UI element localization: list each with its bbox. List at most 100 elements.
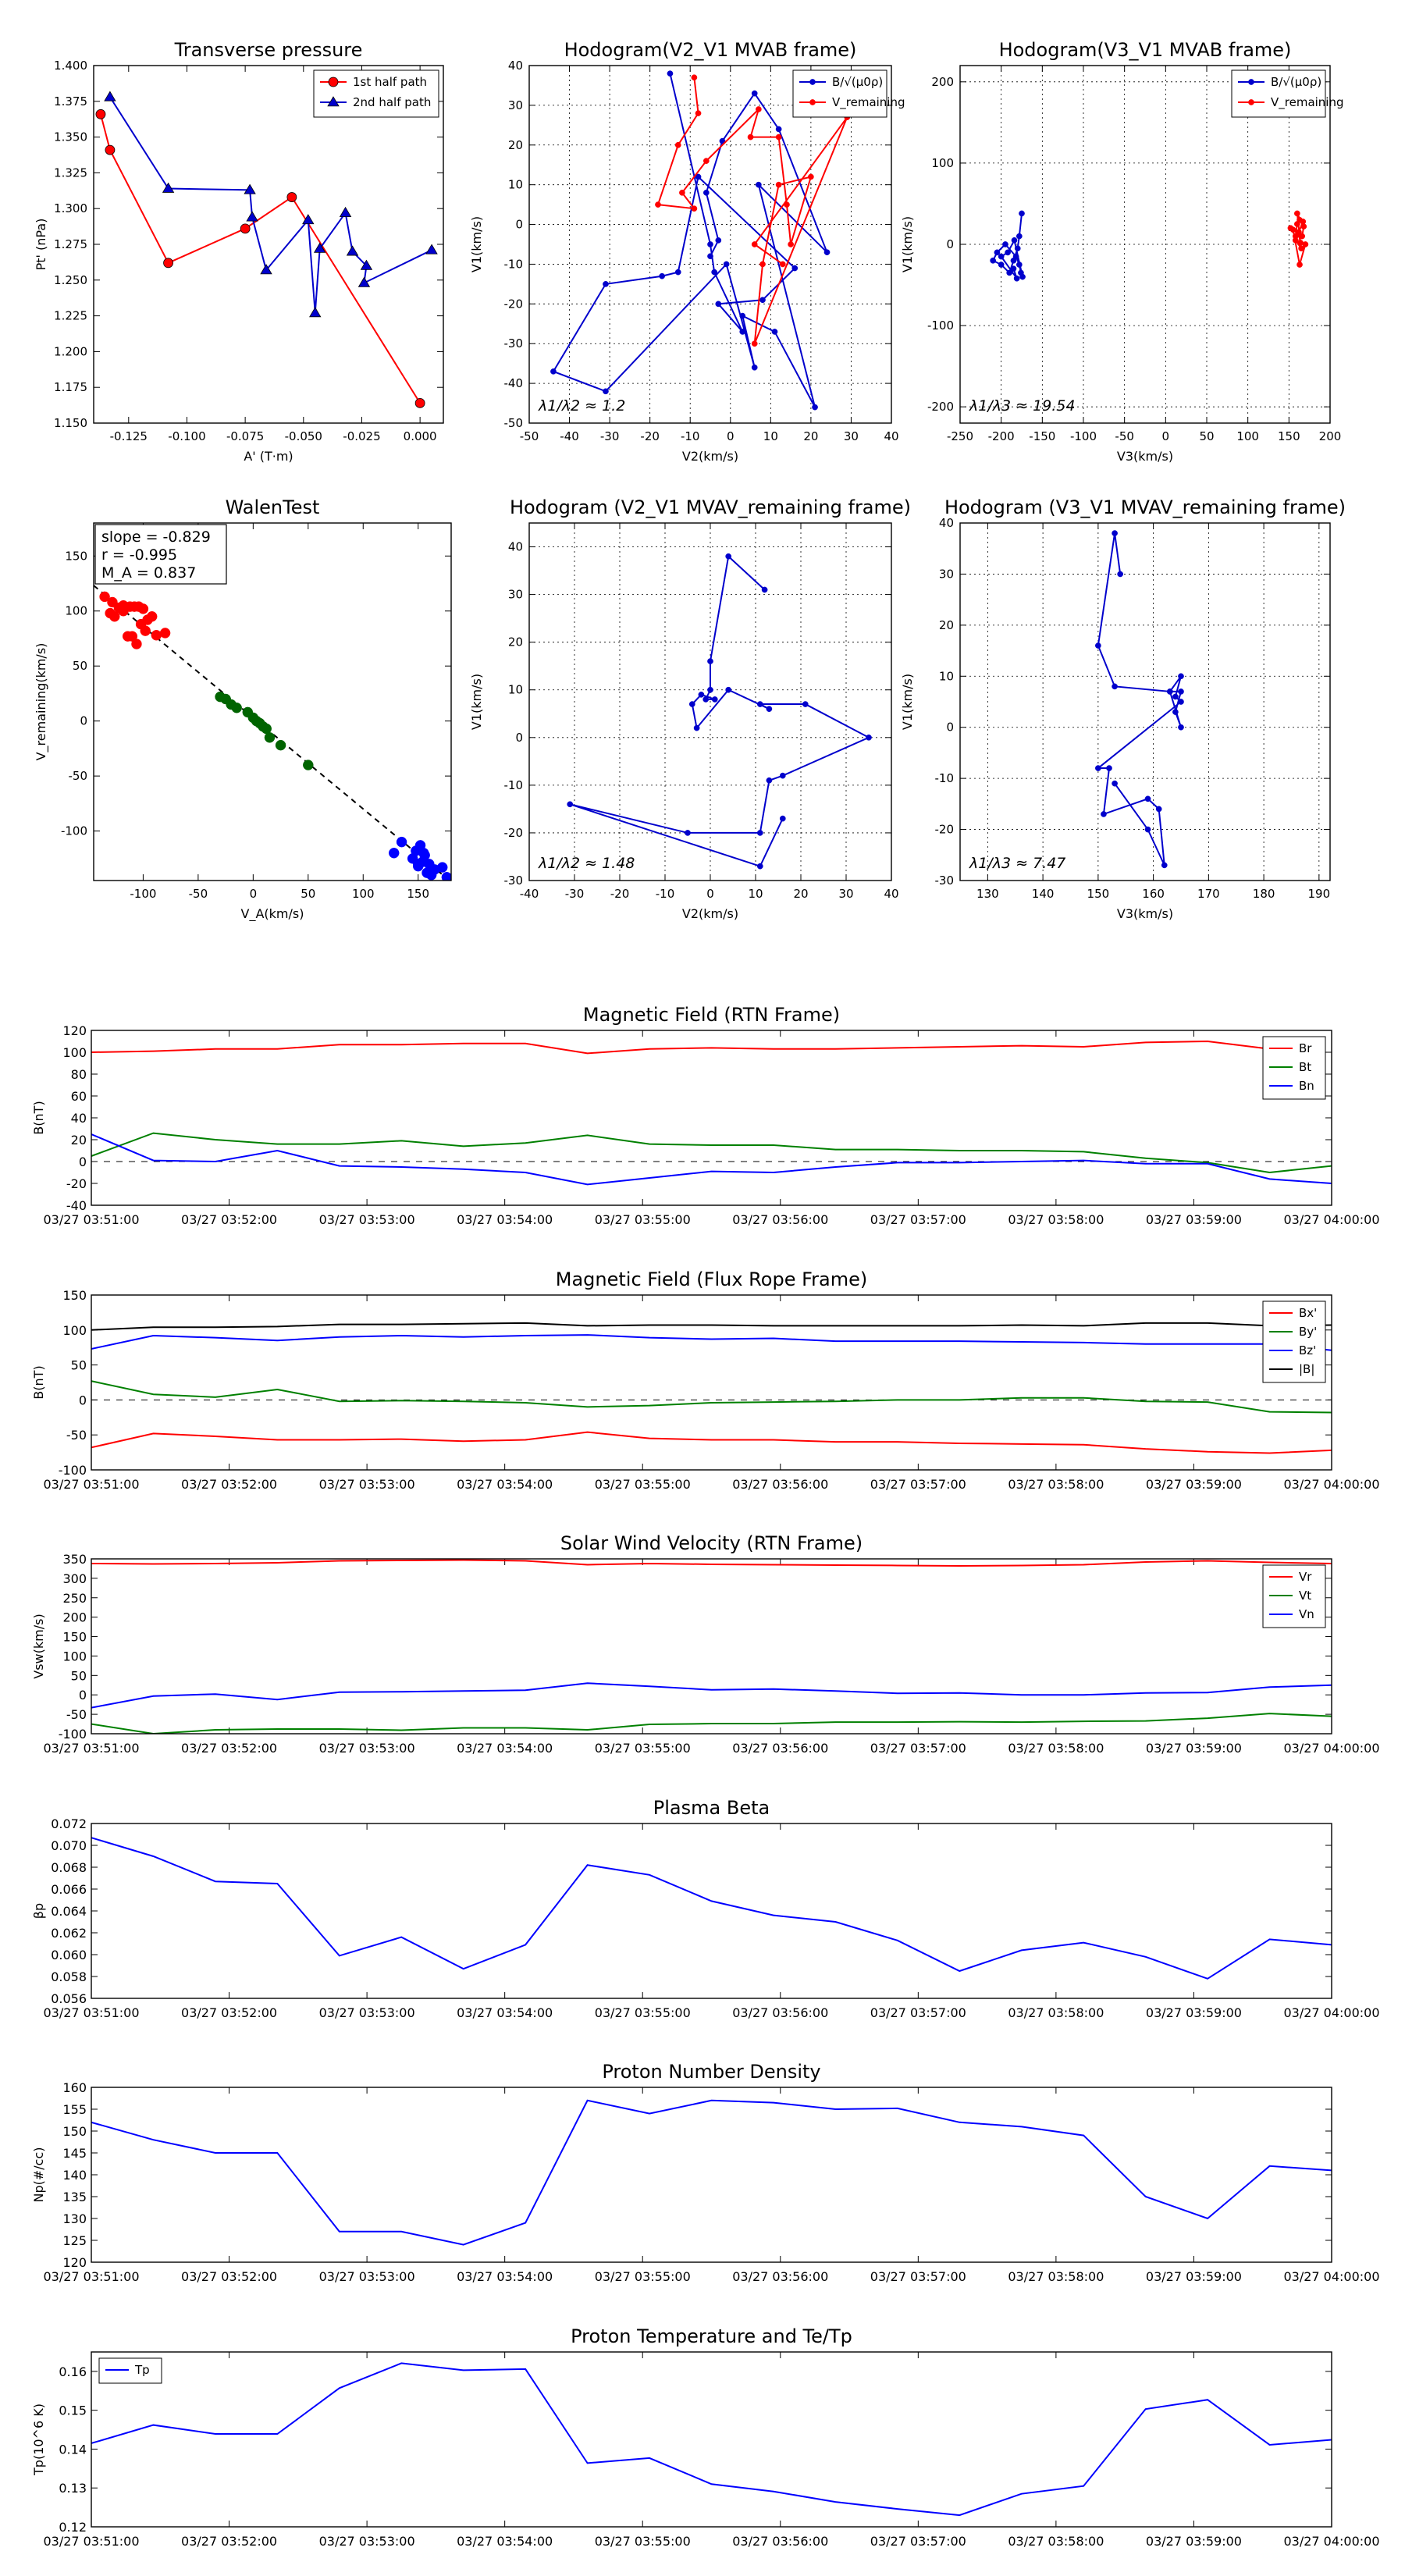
chart-mag-field-flux-rope: Magnetic Field (Flux Rope Frame) 03/27 03… <box>31 1268 1380 1492</box>
x-tick-label: 200 <box>1319 429 1342 443</box>
x-tick-label: 03/27 03:56:00 <box>732 1212 828 1227</box>
data-point <box>751 364 758 371</box>
axes-frame <box>528 65 892 424</box>
data-point <box>159 628 171 639</box>
series-line-vr <box>91 1559 1332 1567</box>
y-tick-label: -100 <box>61 824 87 838</box>
data-point <box>151 629 162 641</box>
series-line-vn <box>91 1682 1332 1709</box>
y-tick-label: 1.150 <box>54 416 87 430</box>
series-line-bz- <box>91 1334 1332 1351</box>
y-tick-label: 200 <box>62 1610 87 1625</box>
data-point <box>691 205 698 212</box>
data-point <box>1019 273 1026 280</box>
series-group-3 <box>388 836 451 881</box>
y-axis-label: V1(km/s) <box>469 674 484 730</box>
data-point <box>314 242 326 253</box>
chart-hodogram-v2-v1-mvab: Hodogram(V2_V1 MVAB frame) -50 -40 -30 -20 -1… <box>469 39 905 464</box>
data-point <box>140 625 151 636</box>
data-point <box>998 253 1005 260</box>
data-point <box>244 183 256 194</box>
y-tick-label: -100 <box>59 1727 87 1742</box>
x-tick-label: 03/27 03:51:00 <box>43 2005 139 2020</box>
x-tick-label: 03/27 03:54:00 <box>457 2005 553 2020</box>
data-point <box>751 90 758 97</box>
x-tick-label: 03/27 03:58:00 <box>1008 2269 1104 2284</box>
data-point <box>231 703 242 713</box>
x-tick-label: -10 <box>681 429 700 443</box>
data-point <box>264 732 276 743</box>
x-tick-label: -0.125 <box>110 429 148 443</box>
axes-frame <box>91 1030 1332 1206</box>
y-tick-label: 0.070 <box>51 1838 87 1853</box>
series-line-tp <box>91 2362 1332 2517</box>
data-point <box>1292 237 1299 244</box>
y-tick-label: -30 <box>935 873 955 888</box>
data-point <box>240 223 251 234</box>
y-tick-label: 50 <box>71 1668 87 1683</box>
x-tick-label: 03/27 03:55:00 <box>595 2534 691 2549</box>
data-point <box>1101 811 1107 817</box>
y-tick-label: 120 <box>62 2255 87 2270</box>
y-tick-label: -50 <box>66 1707 87 1722</box>
series-line--b- <box>91 1322 1332 1331</box>
y-axis-label: Np(#/cc) <box>31 2147 46 2203</box>
data-point <box>659 272 665 279</box>
data-point <box>775 133 782 141</box>
y-tick-label: 0.13 <box>59 2481 87 2496</box>
data-point <box>1144 795 1151 802</box>
series-line-br <box>91 1040 1270 1055</box>
y-tick-label: 20 <box>508 138 523 152</box>
legend-marker <box>1248 79 1254 85</box>
plot-area <box>91 1559 1332 1734</box>
axes-frame <box>91 1823 1332 1999</box>
y-tick-label: 1.250 <box>54 273 87 287</box>
chart-title: Transverse pressure <box>174 39 363 61</box>
data-point <box>360 259 373 270</box>
chart-title: Hodogram(V3_V1 MVAB frame) <box>999 39 1292 61</box>
legend-label: Vr <box>1299 1570 1312 1584</box>
y-axis-label: V1(km/s) <box>900 674 915 730</box>
x-tick-label: -30 <box>565 887 585 901</box>
series-2nd-half-path <box>104 91 438 318</box>
x-tick-label: 10 <box>763 429 778 443</box>
x-tick-label: -0.100 <box>168 429 205 443</box>
legend-marker <box>327 96 340 107</box>
data-point <box>823 249 831 256</box>
x-tick-label: 03/27 04:00:00 <box>1283 1477 1379 1492</box>
y-tick-label: 0 <box>79 1155 87 1169</box>
x-tick-label: 03/27 03:59:00 <box>1146 2269 1242 2284</box>
legend-label: |B| <box>1299 1362 1314 1376</box>
data-point <box>425 244 438 254</box>
y-tick-label: -20 <box>504 826 524 840</box>
axes-frame <box>959 522 1331 881</box>
data-point <box>1112 780 1118 787</box>
data-point <box>412 860 424 872</box>
y-tick-label: 250 <box>62 1591 87 1606</box>
y-axis-label: V_remaining(km/s) <box>34 643 49 761</box>
series-hodogram <box>567 553 872 870</box>
chart-mag-field-rtn: Magnetic Field (RTN Frame) 03/27 03:51:00… <box>31 1004 1380 1227</box>
data-point <box>436 862 448 873</box>
y-tick-label: 10 <box>939 669 954 683</box>
y-tick-label: 1.300 <box>54 201 87 215</box>
axes-frame <box>91 2351 1332 2528</box>
data-point <box>711 696 718 703</box>
legend-label: Bx' <box>1299 1306 1317 1320</box>
x-tick-label: 03/27 03:56:00 <box>732 1477 828 1492</box>
data-point <box>1172 709 1179 715</box>
x-tick-label: 03/27 03:51:00 <box>43 1477 139 1492</box>
series-line-bn <box>91 1133 1332 1186</box>
x-tick-label: 03/27 03:59:00 <box>1146 2534 1242 2549</box>
data-point <box>1013 275 1020 282</box>
y-tick-label: 1.350 <box>54 130 87 144</box>
y-tick-label: 150 <box>62 1630 87 1645</box>
data-point <box>260 264 272 275</box>
legend-label: Bz' <box>1299 1343 1316 1357</box>
plot-area <box>550 70 851 411</box>
data-point <box>775 126 782 133</box>
legend-box <box>1231 69 1326 118</box>
x-tick-label: 140 <box>1032 887 1055 901</box>
x-tick-label: -250 <box>947 429 973 443</box>
data-point <box>1300 219 1307 225</box>
